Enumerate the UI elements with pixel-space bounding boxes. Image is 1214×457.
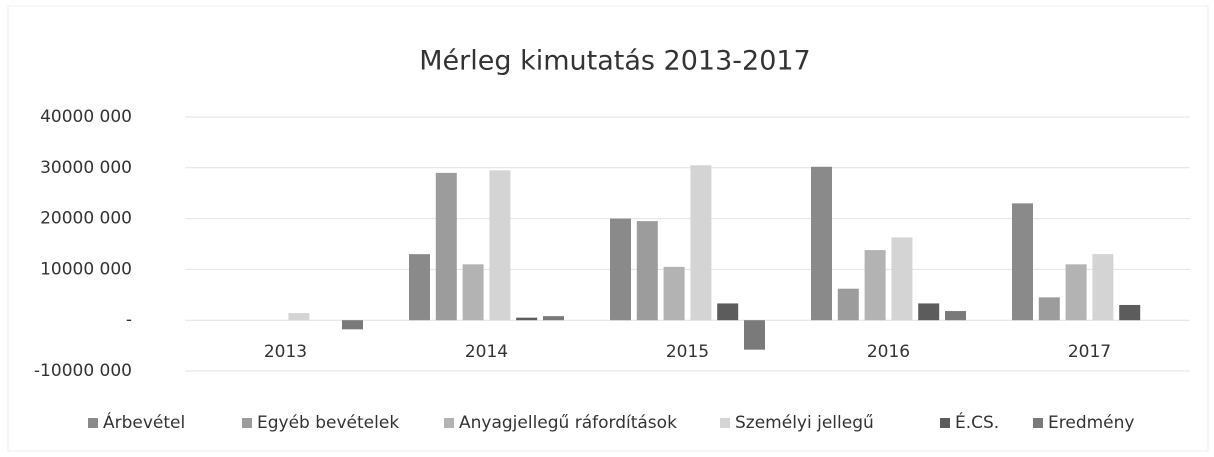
bar bbox=[462, 264, 484, 321]
legend-label: Árbevétel bbox=[103, 411, 185, 433]
x-tick-label: 2017 bbox=[1068, 342, 1111, 362]
bar bbox=[663, 266, 685, 321]
y-tick-label: 10000 000 bbox=[40, 259, 132, 279]
legend-label: Anyagjellegű ráfordítások bbox=[459, 413, 677, 433]
bar bbox=[891, 237, 913, 321]
y-tick-label: -10000 000 bbox=[34, 361, 132, 381]
chart-frame bbox=[7, 5, 1209, 452]
bar bbox=[516, 317, 538, 321]
bar bbox=[435, 172, 457, 321]
x-tick-label: 2015 bbox=[666, 342, 709, 362]
x-tick-label: 2014 bbox=[465, 342, 508, 362]
legend-label: Egyéb bevételek bbox=[257, 413, 399, 433]
bar bbox=[543, 316, 564, 321]
bar bbox=[945, 311, 966, 321]
legend-swatch bbox=[444, 418, 454, 428]
legend-swatch bbox=[720, 418, 730, 428]
bar bbox=[610, 218, 631, 321]
bar bbox=[1038, 297, 1060, 321]
bar bbox=[811, 166, 832, 321]
legend-swatch bbox=[242, 418, 252, 428]
bar bbox=[288, 313, 310, 321]
y-tick-label: - bbox=[126, 310, 132, 330]
chart-title: Mérleg kimutatás 2013-2017 bbox=[419, 46, 810, 77]
bar bbox=[636, 221, 658, 321]
legend-label: Személyi jellegű bbox=[735, 413, 874, 433]
bar bbox=[717, 303, 739, 321]
bar bbox=[837, 288, 859, 321]
bar bbox=[690, 165, 712, 321]
bar bbox=[744, 320, 765, 350]
x-tick-label: 2013 bbox=[264, 342, 307, 362]
legend-swatch bbox=[1033, 418, 1043, 428]
bar bbox=[1012, 203, 1033, 321]
bar bbox=[1065, 264, 1087, 321]
bar bbox=[342, 320, 363, 330]
bar bbox=[1119, 304, 1141, 321]
y-tick-label: 40000 000 bbox=[40, 107, 132, 127]
legend-swatch bbox=[940, 418, 950, 428]
legend-swatch bbox=[88, 418, 98, 428]
bar bbox=[1092, 254, 1114, 321]
bar bbox=[864, 250, 886, 321]
x-tick-label: 2016 bbox=[867, 342, 910, 362]
y-tick-label: 30000 000 bbox=[40, 158, 132, 178]
legend-label: É.CS. bbox=[955, 411, 999, 433]
legend-label: Eredmény bbox=[1048, 413, 1134, 433]
bar bbox=[918, 303, 940, 321]
bar bbox=[409, 254, 430, 321]
bar bbox=[489, 170, 511, 321]
y-tick-label: 20000 000 bbox=[40, 209, 132, 229]
